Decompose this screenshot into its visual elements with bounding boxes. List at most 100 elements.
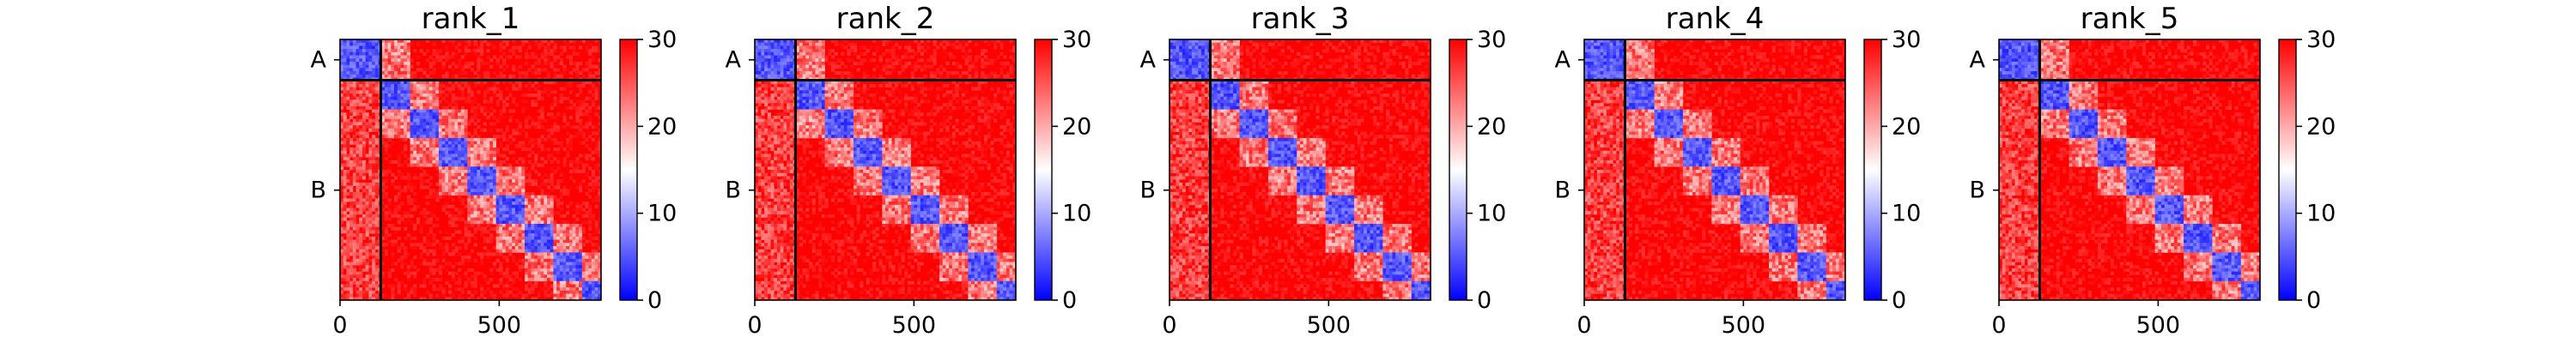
heatmap-cell [594,176,598,180]
heatmap-cell [566,262,570,266]
heatmap-cell [426,58,430,63]
heatmap-cell [568,55,574,59]
heatmap-cell [492,217,497,221]
heatmap-cell [575,170,580,174]
heatmap-cell [575,245,580,250]
heatmap-cell [451,249,455,253]
heatmap-cell [550,128,554,132]
heatmap-cell [885,61,890,66]
heatmap-cell [346,153,350,158]
heatmap-cell [355,163,360,167]
heatmap-cell [534,217,538,221]
heatmap-cell [473,42,477,46]
heatmap-cell [349,179,354,184]
heatmap-cell [531,239,535,244]
heatmap-cell [789,42,793,46]
heatmap-cell [512,214,516,219]
heatmap-cell [917,64,921,69]
heatmap-cell [346,71,350,75]
heatmap-cell [780,51,784,56]
heatmap-cell [368,141,373,145]
heatmap-cell [441,128,446,132]
heatmap-cell [372,278,376,282]
heatmap-cell [428,182,433,186]
heatmap-cell [419,112,423,117]
heatmap-cell [518,220,522,225]
heatmap-cell [355,83,360,88]
heatmap-cell [505,42,509,46]
heatmap-cell [489,176,494,180]
heatmap-cell [588,166,592,171]
heatmap-cell [764,71,769,75]
heatmap-cell [400,202,404,206]
heatmap-cell [527,274,532,279]
heatmap-cell [579,87,583,91]
heatmap-cell [521,214,526,219]
heatmap-cell [368,265,373,269]
heatmap-cell [374,287,379,292]
heatmap-cell [553,262,557,266]
heatmap-cell [441,61,446,66]
heatmap-cell [996,39,1000,44]
heatmap-cell [352,265,356,269]
heatmap-cell [422,249,427,253]
heatmap-cell [365,83,369,88]
heatmap-cell [368,42,373,46]
heatmap-cell [518,141,522,145]
heatmap-cell [961,45,966,50]
heatmap-cell [843,64,848,69]
heatmap-cell [770,58,775,63]
heatmap-cell [460,236,465,240]
heatmap-cell [566,211,570,215]
heatmap-cell [521,39,526,44]
heatmap-cell [514,103,519,107]
heatmap-cell [525,243,529,247]
heatmap-cell [540,147,544,152]
heatmap-cell [410,189,414,193]
heatmap-cell [416,99,421,104]
heatmap-cell [544,198,548,202]
heatmap-cell [410,214,414,219]
heatmap-cell [464,182,468,186]
heatmap-cell [426,252,430,256]
heatmap-cell [799,45,804,50]
heatmap-cell [426,135,430,139]
heatmap-cell [531,55,535,59]
heatmap-cell [448,170,453,174]
heatmap-cell [448,87,453,91]
heatmap-cell [432,189,436,193]
heatmap-cell [585,290,589,294]
heatmap-cell [365,182,369,186]
heatmap-cell [553,230,557,234]
heatmap-cell [413,118,417,123]
heatmap-cell [499,112,503,117]
heatmap-cell [432,278,436,282]
heatmap-cell [435,198,440,202]
heatmap-cell [460,137,465,142]
heatmap-cell [416,83,421,88]
heatmap-cell [828,49,832,53]
heatmap-cell [473,274,477,279]
heatmap-cell [568,81,574,85]
heatmap-cell [426,172,430,177]
heatmap-cell [885,42,890,46]
heatmap-cell [581,271,586,275]
heatmap-cell [451,115,455,120]
heatmap-cell [368,159,373,164]
heatmap-cell [406,115,410,120]
heatmap-cell [458,42,462,46]
heatmap-cell [508,239,513,244]
heatmap-cell [435,131,440,135]
heatmap-cell [486,252,490,256]
heatmap-cell [594,105,598,110]
heatmap-cell [426,239,430,244]
heatmap-cell [556,141,561,145]
heatmap-cell [404,51,408,56]
heatmap-cell [428,128,433,132]
heatmap-cell [537,195,541,199]
heatmap-cell [581,39,586,44]
heatmap-cell [400,256,404,260]
heatmap-cell [566,280,570,285]
heatmap-cell [534,265,538,269]
heatmap-cell [477,170,481,174]
